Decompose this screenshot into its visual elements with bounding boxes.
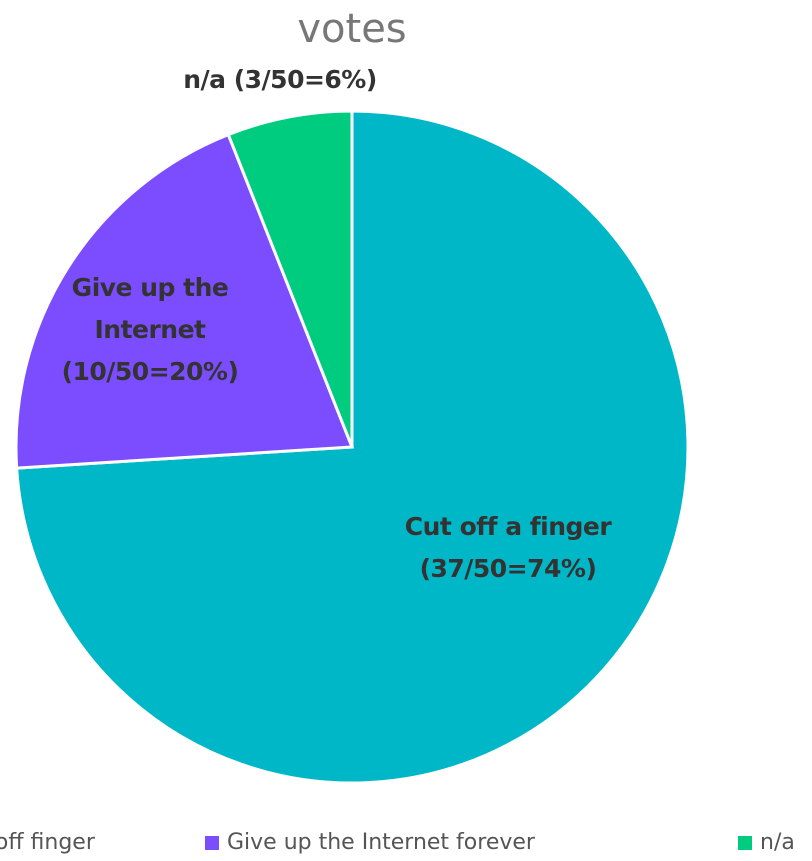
- data-label: Cut off a finger (37/50=74%): [404, 512, 612, 583]
- legend-label: Cut off finger: [0, 830, 96, 855]
- data-label: Give up the Internet (10/50=20%): [61, 273, 239, 386]
- legend-swatch: [205, 836, 219, 850]
- chart-title: votes: [297, 6, 406, 52]
- data-label: n/a (3/50=6%): [183, 65, 377, 94]
- legend-label: Give up the Internet forever: [227, 830, 536, 855]
- pie-slice: [226, 109, 354, 448]
- legend-swatch: [738, 836, 752, 850]
- pie-slice: [14, 132, 355, 470]
- legend-label: n/a: [760, 830, 795, 855]
